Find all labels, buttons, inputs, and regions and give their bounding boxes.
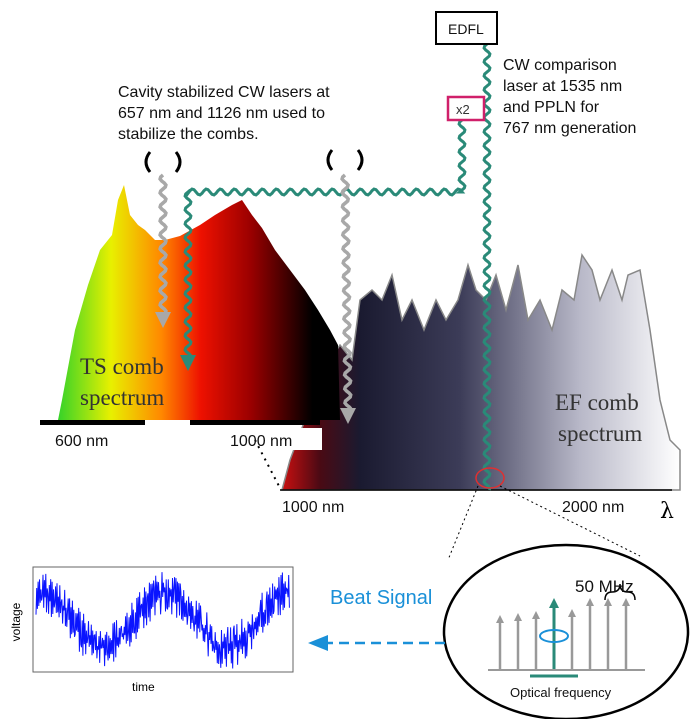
frequency-label: Optical frequency bbox=[510, 685, 612, 700]
ts-title: spectrum bbox=[80, 385, 164, 410]
cw-note: laser at 1535 nm bbox=[503, 78, 622, 95]
ts-title: TS comb bbox=[80, 354, 164, 379]
doubler-box bbox=[446, 95, 486, 122]
zoom-marker bbox=[475, 467, 505, 489]
edfl-label: EDFL bbox=[448, 21, 484, 37]
comb-tip bbox=[532, 611, 540, 619]
zoom-line bbox=[499, 485, 641, 557]
comb-tip bbox=[496, 615, 504, 623]
beat-label: Beat Signal bbox=[330, 587, 432, 609]
cw-note: and PPLN for bbox=[503, 99, 600, 116]
spacing-label: 50 MHz bbox=[575, 577, 634, 596]
cavity-note: Cavity stabilized CW lasers at bbox=[118, 84, 330, 101]
cavity-icons bbox=[144, 149, 364, 173]
axis-label: 1000 nm bbox=[282, 499, 344, 516]
inset-y-label: voltage bbox=[9, 602, 23, 641]
arrow-head bbox=[180, 355, 196, 371]
ts-spectrum bbox=[58, 185, 340, 420]
arrow-head bbox=[340, 408, 356, 424]
arrow-head bbox=[308, 635, 328, 651]
label-box bbox=[226, 428, 322, 450]
cavity-note: 657 nm and 1126 nm used to bbox=[118, 105, 325, 122]
comb-tip bbox=[622, 598, 630, 606]
axis-label: 1000 nm bbox=[230, 433, 292, 450]
inset-x-label: time bbox=[132, 680, 155, 694]
cavity-beam bbox=[158, 173, 168, 317]
comb-tip bbox=[514, 613, 522, 621]
axis-symbol: λ bbox=[660, 499, 674, 524]
ef-title: spectrum bbox=[558, 421, 642, 446]
axis-label: 600 nm bbox=[55, 433, 108, 450]
cavity-note: stabilize the combs. bbox=[118, 126, 259, 143]
axis-label: 2000 nm bbox=[562, 499, 624, 516]
arrow-head bbox=[155, 312, 171, 328]
comb-lines bbox=[496, 598, 630, 670]
edfl-box bbox=[435, 11, 498, 45]
cavity-beam bbox=[340, 173, 353, 411]
comb-tip bbox=[586, 598, 594, 606]
zoom-line bbox=[447, 485, 479, 561]
beat-trace bbox=[35, 572, 290, 669]
teal-beam bbox=[183, 118, 467, 362]
comb-tip bbox=[604, 598, 612, 606]
ef-spectrum bbox=[281, 253, 681, 491]
axis-gap bbox=[145, 420, 190, 425]
doubler-label: x2 bbox=[456, 102, 470, 117]
comb-tip bbox=[568, 609, 576, 617]
brace bbox=[604, 583, 636, 601]
ef-title: EF comb bbox=[555, 390, 639, 415]
cw-tip bbox=[549, 598, 559, 608]
cw-note: CW comparison bbox=[503, 57, 617, 74]
beat-marker bbox=[539, 629, 569, 643]
cw-note: 767 nm generation bbox=[503, 120, 636, 137]
